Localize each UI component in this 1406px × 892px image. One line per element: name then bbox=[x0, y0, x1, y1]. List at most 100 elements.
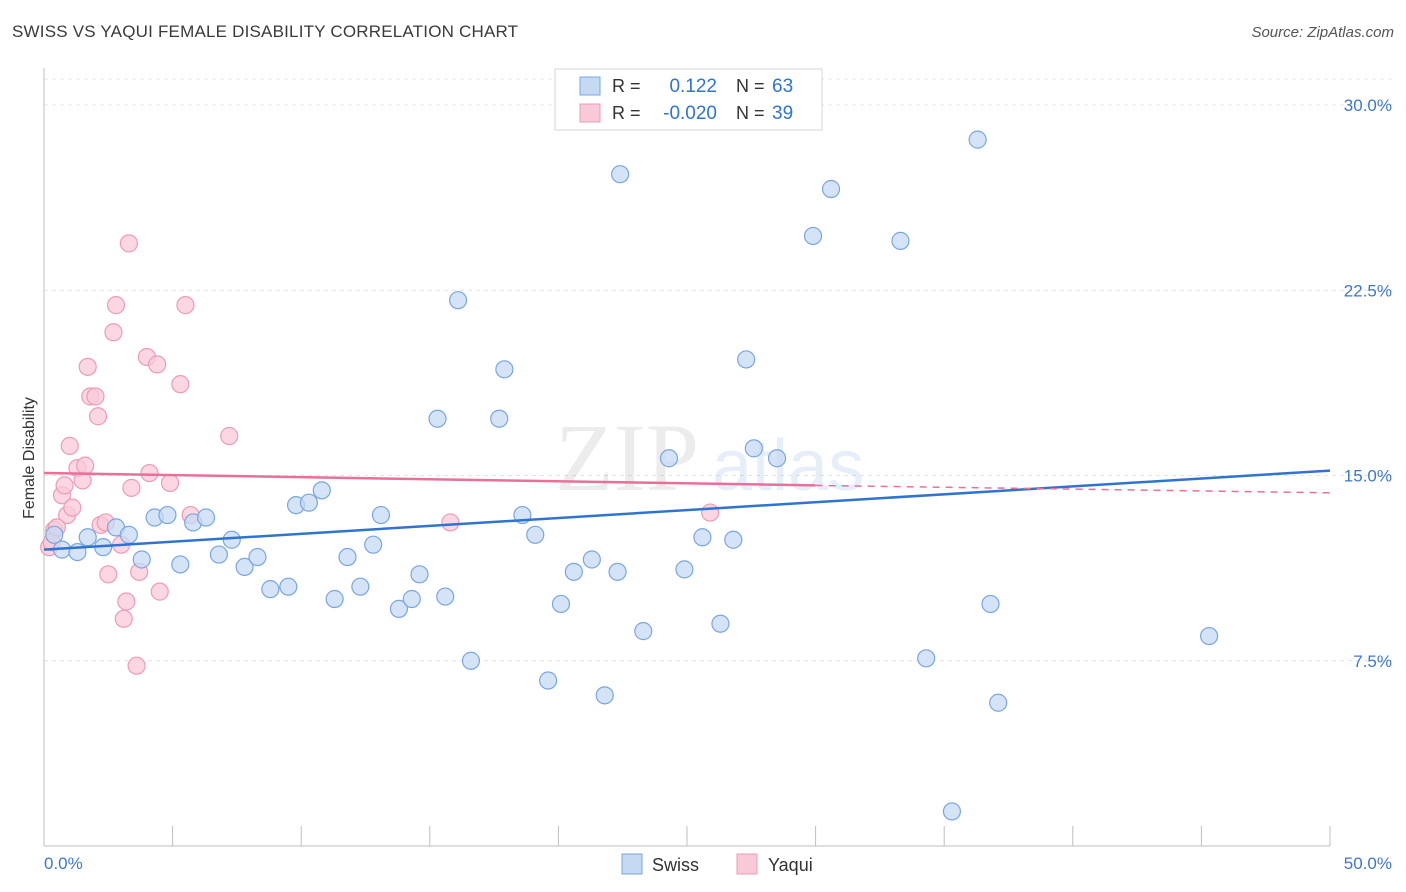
swiss-point bbox=[1200, 626, 1219, 646]
yaqui-point bbox=[127, 656, 146, 675]
swiss-point bbox=[436, 587, 455, 606]
swiss-n-value: 63 bbox=[772, 76, 793, 97]
swiss-point bbox=[675, 560, 694, 579]
swiss-point bbox=[410, 565, 429, 584]
swiss-point bbox=[821, 179, 841, 199]
legend-yaqui-label: Yaqui bbox=[768, 855, 813, 875]
yaqui-point bbox=[176, 296, 195, 315]
swiss-point bbox=[448, 291, 468, 310]
swiss-point bbox=[891, 231, 910, 250]
swiss-point bbox=[659, 449, 679, 468]
yaqui-point bbox=[220, 426, 239, 446]
swiss-point bbox=[582, 550, 601, 569]
swiss-point bbox=[693, 528, 712, 547]
swiss-point bbox=[119, 525, 138, 544]
swiss-point bbox=[917, 649, 936, 668]
swiss-point bbox=[222, 530, 241, 549]
swiss-point bbox=[461, 651, 481, 670]
swiss-point bbox=[364, 535, 383, 554]
swiss-point bbox=[737, 350, 756, 369]
yaqui-point bbox=[140, 463, 159, 483]
swiss-point bbox=[611, 165, 630, 184]
yaqui-point bbox=[117, 592, 136, 611]
yaqui-point bbox=[76, 456, 95, 475]
swiss-point bbox=[551, 594, 571, 614]
legend-swiss-swatch bbox=[621, 853, 643, 875]
yaqui-point bbox=[160, 473, 180, 493]
swiss-points bbox=[45, 130, 1219, 821]
yaqui-point bbox=[86, 387, 105, 406]
yaqui-point bbox=[171, 375, 190, 394]
swiss-point bbox=[299, 493, 319, 512]
yaqui-point bbox=[55, 476, 74, 495]
swiss-point bbox=[490, 409, 509, 428]
series-legend: Swiss Yaqui bbox=[621, 853, 813, 875]
swiss-point bbox=[402, 589, 421, 609]
yaqui-point bbox=[99, 565, 118, 584]
y-tick-labels: 7.5% 15.0% 22.5% 30.0% bbox=[1344, 96, 1392, 671]
swiss-point bbox=[981, 594, 1000, 614]
y-tick-label: 30.0% bbox=[1344, 96, 1392, 115]
swiss-point bbox=[261, 580, 280, 599]
swiss-point bbox=[989, 693, 1008, 712]
chart-title: SWISS VS YAQUI FEMALE DISABILITY CORRELA… bbox=[12, 22, 519, 41]
swiss-point bbox=[78, 528, 97, 547]
yaqui-trend-line bbox=[43, 471, 816, 487]
x-tick-label-min: 0.0% bbox=[44, 854, 83, 873]
swiss-point bbox=[235, 557, 254, 577]
swiss-point bbox=[968, 130, 987, 149]
yaqui-point bbox=[106, 296, 126, 315]
swiss-point bbox=[158, 505, 177, 525]
yaqui-r-value: -0.020 bbox=[663, 103, 717, 124]
swiss-point bbox=[634, 622, 653, 641]
swiss-point bbox=[209, 545, 228, 564]
legend-swiss-label: Swiss bbox=[652, 855, 699, 875]
yaqui-point bbox=[104, 323, 123, 342]
yaqui-point bbox=[148, 355, 167, 374]
swiss-point bbox=[132, 550, 151, 569]
y-tick-label: 7.5% bbox=[1353, 652, 1392, 671]
swiss-point bbox=[338, 547, 357, 567]
yaqui-point bbox=[701, 503, 720, 522]
swiss-point bbox=[744, 439, 763, 458]
yaqui-point bbox=[63, 498, 82, 517]
stats-legend: R = 0.122 N = 63 R = -0.020 N = 39 bbox=[554, 68, 823, 131]
swiss-n-label: N = bbox=[736, 76, 765, 96]
swiss-point bbox=[495, 360, 514, 379]
swiss-point bbox=[803, 226, 823, 246]
legend-yaqui-swatch bbox=[736, 853, 758, 875]
yaqui-r-label: R = bbox=[612, 103, 641, 123]
yaqui-point bbox=[122, 478, 141, 497]
swiss-point bbox=[711, 614, 730, 633]
watermark-atlas: atlas bbox=[712, 426, 864, 506]
yaqui-n-label: N = bbox=[736, 103, 765, 123]
yaqui-point bbox=[88, 407, 108, 426]
x-tick-label-max: 50.0% bbox=[1344, 854, 1392, 873]
swiss-point bbox=[608, 562, 627, 581]
yaqui-swatch bbox=[579, 103, 601, 123]
yaqui-n-value: 39 bbox=[772, 103, 793, 124]
trend-lines bbox=[43, 469, 1331, 551]
y-tick-label: 15.0% bbox=[1344, 467, 1392, 486]
yaqui-point bbox=[78, 357, 97, 376]
swiss-point bbox=[312, 481, 331, 500]
y-tick-label: 22.5% bbox=[1344, 281, 1392, 300]
swiss-point bbox=[564, 562, 583, 581]
swiss-swatch bbox=[579, 76, 601, 96]
swiss-point bbox=[171, 555, 190, 574]
swiss-point bbox=[389, 599, 409, 618]
swiss-point bbox=[351, 577, 370, 596]
swiss-point bbox=[595, 686, 614, 705]
x-axis-ticks bbox=[43, 826, 1331, 846]
swiss-point bbox=[724, 530, 743, 549]
swiss-point bbox=[428, 409, 447, 428]
y-axis-title: Female Disability bbox=[21, 397, 38, 519]
swiss-r-value: 0.122 bbox=[669, 76, 717, 97]
watermark: ZIP atlas bbox=[555, 404, 864, 511]
chart-source: Source: ZipAtlas.com bbox=[1251, 24, 1394, 41]
swiss-point bbox=[279, 577, 298, 596]
swiss-point bbox=[539, 671, 558, 690]
swiss-point bbox=[45, 525, 64, 544]
